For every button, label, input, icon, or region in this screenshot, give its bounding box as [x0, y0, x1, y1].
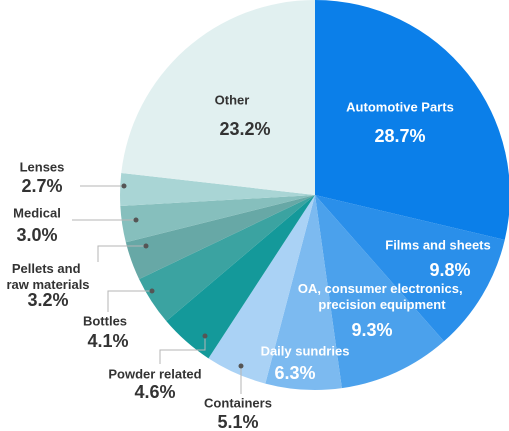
leader-dot	[238, 363, 244, 369]
slice-label: Containers	[204, 395, 272, 410]
slice-label: Films and sheets	[385, 237, 490, 252]
value-label: 6.3%	[274, 363, 315, 383]
slice-label: Bottles	[83, 313, 127, 328]
leader-line	[97, 245, 146, 262]
label-line: precision equipment	[318, 297, 446, 312]
value-label: 4.1%	[87, 331, 128, 351]
label-line: Pellets and	[12, 261, 84, 276]
leader-dot	[143, 243, 149, 249]
label-line: OA, consumer electronics,	[298, 281, 466, 296]
value-label: 9.3%	[351, 320, 392, 340]
slice-label: Daily sundries	[261, 343, 350, 358]
slice-label: Powder related	[108, 366, 201, 381]
value-label: 5.1%	[217, 412, 258, 431]
slice-label: Automotive Parts	[346, 99, 454, 114]
leader-dot	[202, 333, 208, 339]
pie-slice	[315, 195, 444, 389]
pie-slice	[125, 195, 315, 280]
leader-dot	[133, 217, 139, 223]
value-label: 4.6%	[134, 382, 175, 402]
slice-label: Other	[215, 92, 250, 107]
leader-line	[159, 336, 206, 364]
pie-slice	[121, 0, 316, 195]
pie-slice	[265, 195, 342, 390]
value-label: 23.2%	[219, 119, 270, 139]
value-label: 3.2%	[27, 290, 68, 310]
leader-line	[107, 290, 152, 312]
pie-slice	[166, 195, 315, 359]
value-label: 9.8%	[429, 260, 470, 280]
leader-dot	[149, 288, 155, 294]
pie-slice	[315, 0, 509, 240]
slice-label: Medical	[13, 205, 61, 220]
leader-dot	[121, 183, 127, 189]
slice-label: OA, consumer electronics, precision equi…	[298, 281, 466, 312]
label-line: raw materials	[6, 277, 89, 292]
pie-slice	[120, 195, 315, 243]
pie-slice	[119, 172, 315, 207]
pie-slice	[139, 195, 315, 322]
value-label: 2.7%	[21, 176, 62, 196]
pie-slice	[208, 195, 315, 384]
slice-label: Lenses	[20, 159, 65, 174]
value-label: 3.0%	[16, 225, 57, 245]
slice-label: Pellets and raw materials	[6, 261, 89, 292]
pie-slice	[315, 195, 505, 342]
value-label: 28.7%	[374, 126, 425, 146]
